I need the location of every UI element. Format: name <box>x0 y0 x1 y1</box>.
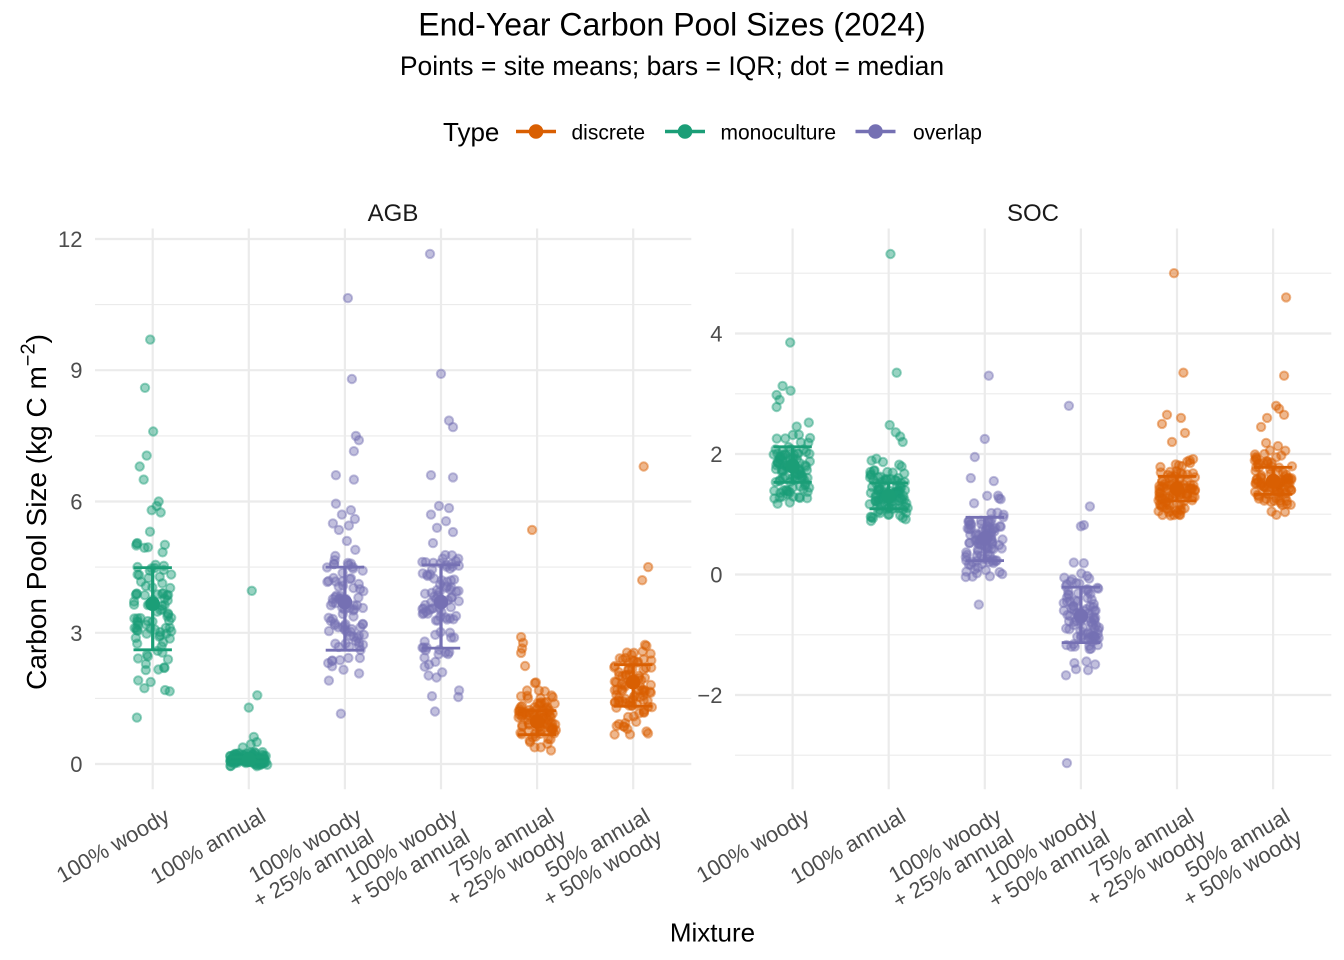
svg-text:Points = site means; bars = IQ: Points = site means; bars = IQR; dot = m… <box>400 51 944 81</box>
svg-text:monoculture: monoculture <box>721 122 837 145</box>
svg-text:3: 3 <box>70 621 82 646</box>
svg-text:−2: −2 <box>697 683 722 708</box>
svg-text:0: 0 <box>710 563 722 588</box>
svg-text:Mixture: Mixture <box>670 917 755 947</box>
svg-text:0: 0 <box>70 752 82 777</box>
svg-text:SOC: SOC <box>1007 200 1059 227</box>
svg-text:9: 9 <box>70 358 82 383</box>
svg-text:End-Year Carbon Pool Sizes (20: End-Year Carbon Pool Sizes (2024) <box>418 6 926 42</box>
svg-text:AGB: AGB <box>368 200 419 227</box>
svg-text:Carbon Pool Size (kg C m−2): Carbon Pool Size (kg C m−2) <box>18 334 53 690</box>
svg-text:6: 6 <box>70 490 82 515</box>
svg-text:4: 4 <box>710 322 722 347</box>
svg-text:discrete: discrete <box>572 122 646 145</box>
svg-text:overlap: overlap <box>913 122 982 145</box>
svg-text:2: 2 <box>710 442 722 467</box>
svg-text:Type: Type <box>443 117 499 147</box>
svg-text:12: 12 <box>58 227 82 252</box>
